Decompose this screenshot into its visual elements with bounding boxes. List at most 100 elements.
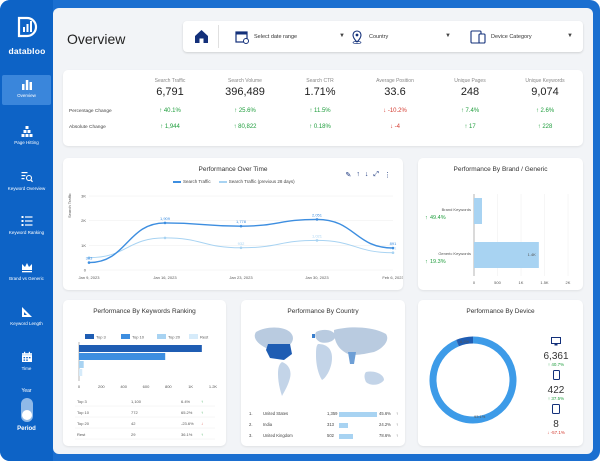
x-tick-label: 400 bbox=[120, 384, 127, 389]
bar[interactable] bbox=[79, 369, 83, 376]
device-value: 8 bbox=[553, 419, 559, 430]
country-dropdown[interactable]: Country ▼ bbox=[351, 29, 451, 45]
arrow-up-icon: ↑ bbox=[425, 215, 428, 221]
chart-toolbar: ✎ ↑ ↓ ⤢ ⋮ bbox=[346, 171, 391, 179]
legend-item: Search Traffic (previous 28 days) bbox=[218, 179, 295, 184]
x-tick-label: 600 bbox=[143, 384, 150, 389]
row-label: United States bbox=[263, 411, 289, 416]
arrow-up-icon: ↑ bbox=[201, 432, 203, 437]
data-label: 1,909 bbox=[160, 216, 171, 221]
performance-by-ranking-card: Performance By Keywords Ranking Top 3 Top… bbox=[63, 300, 226, 446]
device-item: 8 ↓ -57.1% bbox=[536, 401, 576, 435]
sidebar-item-keyword-length[interactable]: Keyword Length bbox=[2, 306, 51, 326]
home-button[interactable] bbox=[191, 26, 212, 47]
row-bar bbox=[339, 423, 348, 428]
bar[interactable] bbox=[79, 353, 166, 360]
table-row[interactable]: 1. United States 1,359 45.6% ↑ bbox=[241, 411, 405, 421]
donut-slice[interactable] bbox=[456, 336, 474, 347]
row-value: 1,100 bbox=[131, 399, 142, 404]
arrow-down-icon: ↓ bbox=[389, 124, 393, 130]
donut-slice[interactable] bbox=[429, 336, 517, 424]
arrow-down-icon: ↓ bbox=[547, 430, 550, 435]
crown-icon bbox=[21, 263, 32, 273]
ranking-bar-chart: Top 3 Top 10 Top 20 Rest 0 200 400 600 800 1K 1.2K… bbox=[75, 334, 217, 440]
edit-icon[interactable]: ✎ bbox=[345, 172, 352, 179]
x-tick-label: 500 bbox=[494, 280, 501, 285]
x-tick-label: Jan 23, 2023 bbox=[229, 275, 253, 280]
period-toggle[interactable]: Year Period bbox=[0, 388, 53, 432]
kpi-absolute-change: ↑ 228 bbox=[537, 124, 553, 130]
data-point bbox=[239, 246, 243, 250]
legend-label: Top 10 bbox=[132, 335, 145, 340]
arrow-up-icon: ↑ bbox=[396, 433, 399, 438]
bar[interactable] bbox=[474, 242, 539, 268]
arrow-up-icon: ↑ bbox=[201, 410, 203, 415]
data-point bbox=[391, 246, 395, 250]
device-value: 6,361 bbox=[543, 351, 569, 362]
expand-icon[interactable]: ⤢ bbox=[373, 171, 379, 178]
date-range-dropdown[interactable]: Select date range ▼ bbox=[235, 29, 345, 45]
world-map[interactable] bbox=[248, 320, 398, 400]
arrow-up-icon: ↑ bbox=[537, 124, 541, 130]
table-row[interactable]: 2. India 313 24.2% ↑ bbox=[241, 422, 405, 432]
device-donut-chart: 6.2% 93.1% bbox=[429, 336, 517, 424]
brand-percent: 19.3% bbox=[430, 259, 446, 265]
sidebar-item-brand-generic[interactable]: Brand vs Generic bbox=[2, 261, 51, 281]
devices-icon bbox=[470, 30, 486, 44]
data-label: 1.4K bbox=[528, 252, 537, 257]
card-title: Performance By Device bbox=[466, 308, 535, 315]
legend-label: Rest bbox=[200, 335, 209, 340]
ruler-icon bbox=[21, 307, 32, 317]
row-label: Top 3 bbox=[77, 399, 88, 404]
toggle-switch-icon bbox=[20, 398, 33, 422]
row-percent: 78.6% bbox=[379, 433, 391, 438]
category-label: Brand Keywords bbox=[442, 207, 471, 212]
bar[interactable] bbox=[79, 361, 84, 368]
card-title: Performance By Keywords Ranking bbox=[93, 308, 196, 315]
row-value: 1,359 bbox=[327, 411, 338, 416]
x-tick-label: 800 bbox=[165, 384, 172, 389]
device-percent: ↑ 40.7% bbox=[547, 362, 565, 367]
more-icon[interactable]: ⋮ bbox=[384, 172, 391, 179]
row-percent: 24.2% bbox=[379, 422, 391, 427]
data-label: 1,778 bbox=[236, 219, 247, 224]
device-value: 422 bbox=[547, 385, 565, 396]
x-tick-label: 1K bbox=[188, 384, 193, 389]
device-category-label: Device Category bbox=[491, 34, 532, 40]
divider bbox=[218, 25, 219, 48]
legend-label: Top 3 bbox=[96, 335, 107, 340]
sidebar-item-keyword-overview[interactable]: Keyword Overview bbox=[2, 171, 51, 191]
arrow-up-icon[interactable]: ↑ bbox=[356, 171, 360, 178]
arrow-up-icon: ↑ bbox=[309, 124, 313, 130]
bar[interactable] bbox=[474, 198, 482, 224]
data-label: 891 bbox=[390, 241, 397, 246]
card-title: Performance By Brand / Generic bbox=[453, 166, 548, 173]
row-value: 42 bbox=[131, 421, 136, 426]
row-percent: -23.6% bbox=[181, 421, 194, 426]
country-label: Country bbox=[369, 34, 389, 40]
bar[interactable] bbox=[79, 345, 202, 352]
x-tick-label: 1.5K bbox=[540, 280, 549, 285]
row-label-percentage: Percentage Change bbox=[69, 109, 112, 114]
data-point bbox=[239, 224, 243, 228]
kpi-label: Search Volume bbox=[228, 78, 262, 84]
sidebar-item-overview[interactable]: Overview bbox=[2, 75, 51, 105]
legend-swatch bbox=[157, 334, 166, 339]
row-percent: 65.2% bbox=[181, 410, 193, 415]
sidebar-item-label: Keyword Length bbox=[10, 321, 43, 326]
kpi-label: Average Position bbox=[376, 78, 414, 84]
map-region-uk bbox=[312, 334, 315, 338]
performance-over-time-card: Performance Over Time Search Traffic Sea… bbox=[63, 158, 403, 290]
mobile-icon bbox=[536, 367, 576, 385]
sidebar-item-time[interactable]: Time bbox=[2, 351, 51, 371]
data-point bbox=[163, 236, 167, 240]
sidebar-item-keyword-ranking[interactable]: Keyword Ranking bbox=[2, 215, 51, 235]
device-category-dropdown[interactable]: Device Category ▼ bbox=[470, 29, 573, 45]
x-tick-label: 200 bbox=[98, 384, 105, 389]
table-row[interactable]: 3. United Kingdom 502 78.6% ↑ bbox=[241, 433, 405, 443]
data-label: 1,021 bbox=[312, 233, 323, 238]
sidebar-item-label: Page Hitting bbox=[14, 140, 39, 145]
arrow-down-icon[interactable]: ↓ bbox=[364, 171, 369, 178]
arrow-up-icon: ↑ bbox=[460, 108, 464, 114]
sidebar-item-page-hitting[interactable]: Page Hitting bbox=[2, 125, 51, 145]
